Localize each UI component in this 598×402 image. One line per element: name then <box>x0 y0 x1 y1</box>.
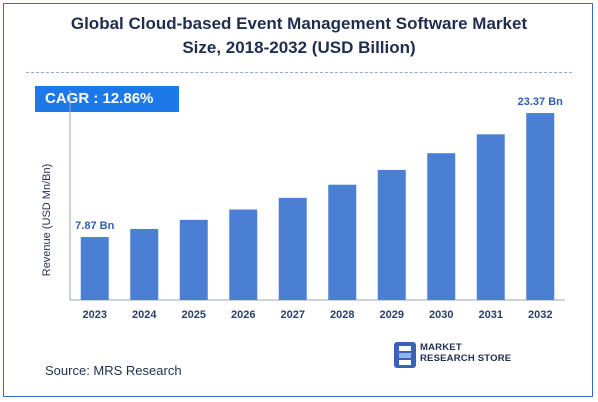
bar-2030 <box>427 153 456 300</box>
x-tick-2025: 2025 <box>182 309 206 321</box>
title-line-2: Size, 2018-2032 (USD Billion) <box>182 38 416 57</box>
bar-2029 <box>377 169 406 300</box>
x-tick-2028: 2028 <box>330 309 354 321</box>
logo-mark-icon <box>394 342 416 368</box>
x-tick-2023: 2023 <box>83 309 107 321</box>
bar-2031 <box>476 134 505 300</box>
x-tick-2027: 2027 <box>281 309 305 321</box>
data-label-2032: 23.37 Bn <box>518 96 564 108</box>
x-tick-2029: 2029 <box>380 309 404 321</box>
bar-2023 <box>80 237 109 300</box>
logo-line-2: RESEARCH STORE <box>420 353 512 364</box>
data-label-2023: 7.87 Bn <box>75 220 114 232</box>
x-tick-2031: 2031 <box>479 309 503 321</box>
source-note: Source: MRS Research <box>45 363 182 378</box>
market-research-store-logo <box>394 342 416 368</box>
bar-2024 <box>130 228 159 300</box>
x-tick-2030: 2030 <box>429 309 453 321</box>
x-tick-2024: 2024 <box>132 309 157 321</box>
bar-2025 <box>179 219 208 300</box>
bar-2032 <box>526 113 555 300</box>
title-line-1: Global Cloud-based Event Management Soft… <box>70 14 528 33</box>
x-tick-2032: 2032 <box>528 309 552 321</box>
bar-2028 <box>328 184 357 300</box>
cagr-badge: CAGR : 12.86% <box>35 86 179 112</box>
chart-title: Global Cloud-based Event Management Soft… <box>0 12 598 60</box>
title-separator <box>26 72 572 73</box>
y-axis-label: Revenue (USD Mn/Bn) <box>41 164 53 277</box>
x-tick-2026: 2026 <box>231 309 255 321</box>
logo-text: MARKET RESEARCH STORE <box>420 342 511 364</box>
bar-2027 <box>278 197 307 300</box>
bar-2026 <box>229 209 258 300</box>
logo-line-1: MARKET <box>420 342 462 353</box>
